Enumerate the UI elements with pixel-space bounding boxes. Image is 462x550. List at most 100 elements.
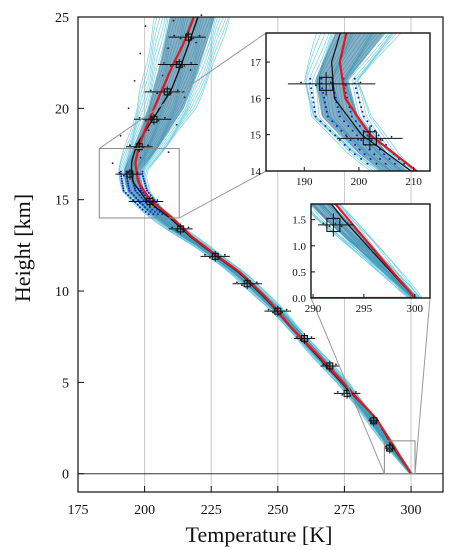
main-sample-dot <box>156 199 159 201</box>
inset-upper-observation-dot <box>369 158 372 160</box>
zoom-region-upper <box>98 148 180 219</box>
y-tick-label: 0 <box>62 468 69 483</box>
main-sample-dot <box>183 229 186 232</box>
inset-lower-y-tick-label: 0.5 <box>292 267 306 279</box>
main-sample-dot <box>328 363 331 366</box>
main-sample-dot <box>331 366 334 369</box>
zoom-connector <box>414 297 431 474</box>
main-sample-dot <box>190 62 192 64</box>
inset-upper-observation-dot <box>385 143 387 146</box>
main-observation-dot <box>140 189 143 192</box>
inset-upper-observation-dot <box>358 125 361 127</box>
inset-upper-ensemble-line <box>356 33 413 171</box>
main-observation-dot <box>142 177 145 180</box>
main-sample-dot <box>179 226 182 229</box>
zoom-connector <box>310 297 385 474</box>
main-sample-dot <box>144 199 147 201</box>
inset-upper-observation-dot <box>366 120 369 123</box>
main-sample-dot <box>285 308 288 311</box>
inset-upper-observation-dot <box>362 115 365 118</box>
inset-lower-sample-dot <box>346 222 349 225</box>
inset-upper-observation-dot <box>309 77 312 80</box>
inset-upper-sample-dot <box>329 81 332 84</box>
main-sample-dot <box>157 119 160 122</box>
inset-upper-sample-dot <box>368 135 371 138</box>
main-observation-dot <box>120 177 123 180</box>
main-sample-dot <box>118 171 121 174</box>
main-sample-dot <box>119 134 122 137</box>
inset-upper-panel: 190 200 210 14 15 16 17 <box>250 32 431 188</box>
inset-upper-observation-dot <box>366 162 369 165</box>
main-sample-dot <box>385 445 387 448</box>
inset-upper-sample-dot <box>359 81 362 84</box>
main-box <box>211 252 219 260</box>
inset-upper-observation-dot <box>349 110 352 113</box>
main-observation-dot <box>142 199 145 202</box>
inset-upper-observation-dot <box>384 162 387 165</box>
x-tick-label: 200 <box>134 503 155 518</box>
main-sample-dot <box>390 448 393 451</box>
main-observation-dot <box>147 191 150 194</box>
main-sample-dot <box>296 336 298 338</box>
inset-upper-x-tick-label: 190 <box>296 176 313 188</box>
inset-upper-observation-dot <box>346 96 348 99</box>
inset-upper-observation-dot <box>336 106 339 109</box>
main-sample-dot <box>369 418 371 421</box>
main-sample-dot <box>392 445 395 448</box>
inset-upper-observation-dot <box>355 134 358 137</box>
main-sample-dot <box>336 390 339 393</box>
main-sample-dot <box>187 226 190 229</box>
main-observation-dot <box>139 206 141 209</box>
main-box <box>243 280 251 288</box>
main-sample-dot <box>183 96 186 99</box>
inset-upper-ensemble-line <box>304 33 372 171</box>
main-sample-dot <box>388 445 391 448</box>
inset-upper-observation-dot <box>351 129 354 132</box>
main-observation-dot <box>134 189 137 192</box>
inset-upper-observation-dot <box>358 101 361 104</box>
inset-upper-observation-dot <box>324 125 327 127</box>
main-sample-dot <box>138 144 140 147</box>
main-observation-dot <box>130 191 133 194</box>
main-sample-dot <box>250 284 253 287</box>
main-sample-dot <box>374 421 377 424</box>
main-sample-dot <box>386 448 389 451</box>
main-sample-dot <box>281 311 283 314</box>
main-observation-dot <box>135 196 138 199</box>
inset-upper-observation-dot <box>349 139 352 142</box>
main-observation-dot <box>124 191 127 194</box>
main-sample-dot <box>175 229 178 232</box>
main-observation-dot <box>128 189 131 192</box>
inset-upper-observation-dot <box>373 129 376 132</box>
inset-upper-observation-dot <box>312 101 315 104</box>
inset-upper-observation-dot <box>354 87 357 90</box>
y-tick-label: 20 <box>55 102 69 117</box>
main-observation-dot <box>146 208 149 211</box>
inset-upper-observation-dot <box>324 106 327 109</box>
inset-upper-observation-dot <box>350 115 353 118</box>
main-observation-dot <box>137 199 140 202</box>
inset-upper-observation-dot <box>338 139 341 142</box>
main-observation-dot <box>136 203 139 206</box>
inset-upper-observation-dot <box>329 129 332 132</box>
inset-upper-observation-dot <box>325 110 328 113</box>
inset-upper-observation-dot <box>357 96 360 99</box>
main-observation-dot <box>121 180 123 183</box>
inset-upper-observation-dot <box>358 148 361 151</box>
inset-upper-observation-dot <box>370 125 373 127</box>
main-observation-dot <box>140 196 143 199</box>
main-box <box>126 170 134 178</box>
main-sample-dot <box>195 41 198 44</box>
inset-upper-observation-dot <box>353 77 356 80</box>
main-sample-dot <box>198 34 201 37</box>
main-sample-dot <box>131 174 134 177</box>
inset-upper-x-tick-label: 200 <box>351 176 368 188</box>
main-box <box>274 307 282 315</box>
main-sample-dot <box>161 74 164 77</box>
main-sample-dot <box>310 336 313 338</box>
main-box <box>150 115 158 123</box>
main-box <box>185 33 193 41</box>
inset-lower-x-tick-label: 295 <box>356 303 373 315</box>
